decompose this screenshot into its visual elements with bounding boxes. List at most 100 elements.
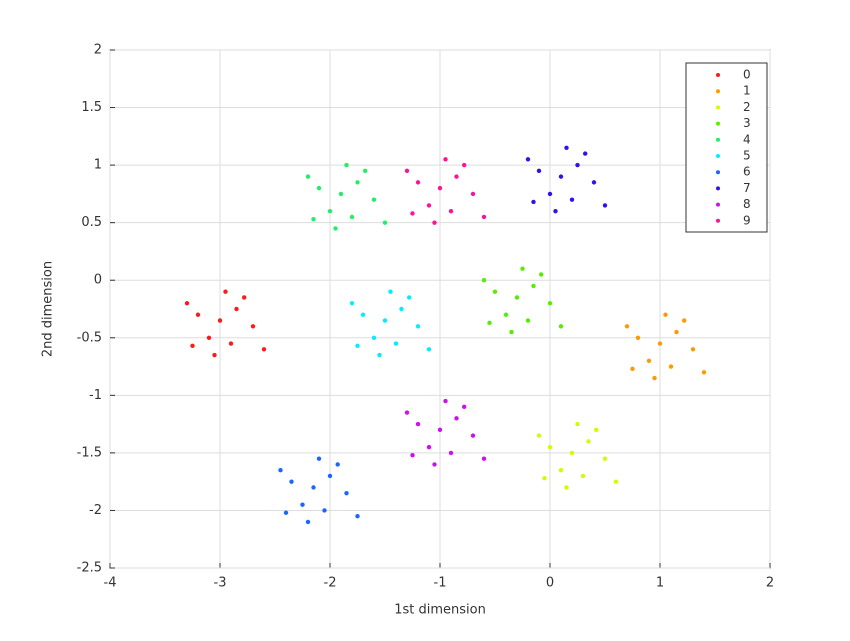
point <box>580 473 586 479</box>
point <box>410 211 415 216</box>
legend-marker <box>716 89 720 94</box>
y-tick-label: -1.5 <box>77 445 102 460</box>
point <box>492 289 498 294</box>
point <box>514 295 520 300</box>
point <box>586 439 591 444</box>
point <box>663 312 668 317</box>
y-tick-label: 2 <box>94 43 102 58</box>
point <box>635 335 641 340</box>
point <box>223 289 228 294</box>
x-tick-label: 1 <box>656 576 664 591</box>
x-tick-label: -3 <box>214 576 227 591</box>
legend-box <box>685 62 768 233</box>
point <box>575 162 580 168</box>
legend-marker <box>716 202 720 207</box>
point <box>228 341 234 346</box>
point <box>470 191 476 197</box>
point <box>531 283 536 289</box>
point <box>338 191 344 197</box>
point <box>602 203 608 208</box>
point <box>536 168 542 174</box>
point <box>432 220 437 225</box>
point <box>437 427 443 433</box>
point <box>503 312 509 317</box>
legend-marker <box>716 154 720 158</box>
point <box>407 295 412 300</box>
point <box>206 335 212 340</box>
point <box>371 197 377 202</box>
point <box>564 145 569 151</box>
point <box>327 473 333 479</box>
point <box>564 485 569 490</box>
legend-label: 7 <box>743 181 751 195</box>
point <box>462 162 467 168</box>
point <box>682 318 687 323</box>
point <box>190 343 195 349</box>
point <box>212 352 217 358</box>
point <box>382 318 388 323</box>
point <box>393 341 399 346</box>
point <box>462 404 467 410</box>
point <box>525 318 531 323</box>
y-tick-label: 0 <box>94 273 102 288</box>
point <box>217 318 223 323</box>
point <box>701 370 707 375</box>
legend-marker <box>716 121 720 126</box>
point <box>344 490 349 496</box>
legend-marker <box>716 137 720 142</box>
point <box>327 208 333 214</box>
x-tick-label: -1 <box>434 576 447 591</box>
point <box>542 476 547 481</box>
point <box>335 462 340 467</box>
point <box>349 301 355 306</box>
point <box>690 347 696 352</box>
point <box>360 312 366 317</box>
point <box>448 208 454 214</box>
point <box>509 329 514 335</box>
point <box>382 220 388 225</box>
legend-label: 9 <box>743 213 751 227</box>
point <box>443 157 448 162</box>
point <box>250 324 256 329</box>
point <box>657 341 663 346</box>
y-tick-label: -2.5 <box>77 561 102 576</box>
point <box>371 335 377 340</box>
legend-label: 1 <box>743 84 751 98</box>
point <box>539 272 544 277</box>
legend-label: 3 <box>743 116 751 130</box>
point <box>261 347 267 352</box>
y-axis-label: 2nd dimension <box>41 261 56 357</box>
y-tick-label: -1 <box>89 388 102 403</box>
point <box>311 485 316 490</box>
point <box>525 157 531 162</box>
point <box>470 433 476 438</box>
point <box>305 519 311 525</box>
legend-label: 4 <box>743 132 751 146</box>
y-tick-label: 1.5 <box>81 100 102 115</box>
point <box>547 191 553 197</box>
legend-label: 0 <box>743 68 751 82</box>
point <box>344 162 349 168</box>
point <box>415 421 421 427</box>
point <box>410 452 415 458</box>
point <box>426 203 432 208</box>
point <box>184 301 190 306</box>
point <box>668 364 674 369</box>
point <box>674 329 679 335</box>
point <box>437 185 443 191</box>
point <box>404 168 410 174</box>
point <box>569 450 575 456</box>
y-tick-label: 1 <box>94 158 102 173</box>
point <box>487 320 492 326</box>
point <box>195 312 201 317</box>
point <box>415 324 421 329</box>
point <box>569 197 575 202</box>
point <box>553 208 558 214</box>
point <box>558 467 564 473</box>
y-tick-label: -2 <box>89 503 102 518</box>
point <box>558 324 564 329</box>
point <box>481 456 487 461</box>
point <box>602 456 608 461</box>
point <box>388 289 393 294</box>
point <box>591 180 597 185</box>
